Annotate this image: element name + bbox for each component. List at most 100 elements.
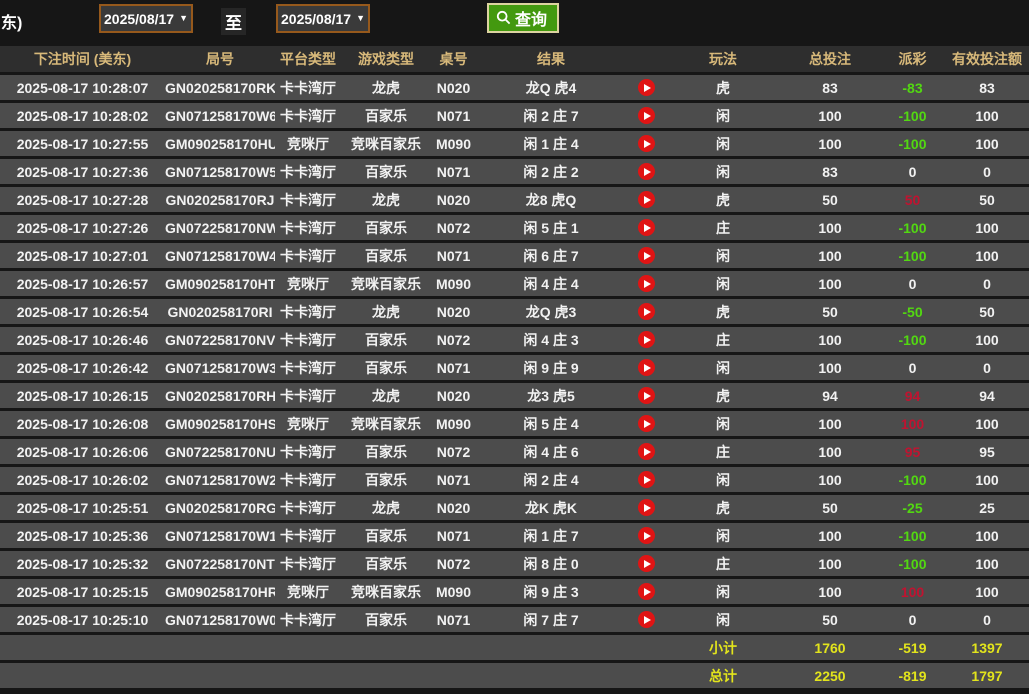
cell-game-type: 百家乐 [341,551,431,576]
replay-button[interactable] [637,611,655,629]
cell-bet-on: 闲 [666,131,780,156]
cell-game-type: 百家乐 [341,523,431,548]
cell-game-no: GN071258170W1 [165,523,275,548]
cell-replay [626,75,666,100]
column-header-game-type: 游戏类型 [341,46,431,72]
table-row: 2025-08-17 10:26:02 GN071258170W2 卡卡湾厅 百… [0,467,1029,492]
cell-bet-time: 2025-08-17 10:27:26 [0,215,165,240]
table-row: 2025-08-17 10:25:51 GN020258170RG 卡卡湾厅 龙… [0,495,1029,520]
grand-total-valid-bet: 1797 [945,663,1029,688]
cell-platform: 卡卡湾厅 [275,327,341,352]
column-header-platform: 平台类型 [275,46,341,72]
table-row: 2025-08-17 10:25:10 GN071258170W0 卡卡湾厅 百… [0,607,1029,632]
cell-payout: 0 [880,159,945,184]
cell-result: 闲 4 庄 4 [476,271,626,296]
cell-valid-bet: 95 [945,439,1029,464]
cell-valid-bet: 100 [945,467,1029,492]
cell-payout: -100 [880,103,945,128]
cell-table-no: M090 [431,579,476,604]
cell-total-bet: 100 [780,271,880,296]
cell-bet-on: 闲 [666,271,780,296]
cell-replay [626,215,666,240]
play-icon [643,335,651,344]
date-to-select[interactable]: 2025/08/17 ▼ [276,4,370,33]
cell-bet-time: 2025-08-17 10:26:02 [0,467,165,492]
cell-table-no: N071 [431,103,476,128]
cell-platform: 卡卡湾厅 [275,523,341,548]
cell-replay [626,131,666,156]
toolbar: 东) 2025/08/17 ▼ 至 2025/08/17 ▼ 查询 [0,0,1029,43]
table-row: 2025-08-17 10:26:42 GN071258170W3 卡卡湾厅 百… [0,355,1029,380]
cell-game-type: 百家乐 [341,103,431,128]
cell-payout: -100 [880,467,945,492]
cell-total-bet: 100 [780,131,880,156]
date-from-value: 2025/08/17 [104,10,175,27]
replay-button[interactable] [637,191,655,209]
replay-button[interactable] [637,555,655,573]
cell-bet-time: 2025-08-17 10:26:42 [0,355,165,380]
cell-game-no: GN071258170W0 [165,607,275,632]
replay-button[interactable] [637,331,655,349]
cell-platform: 竞咪厅 [275,131,341,156]
replay-button[interactable] [637,359,655,377]
cell-valid-bet: 0 [945,355,1029,380]
replay-button[interactable] [637,499,655,517]
play-icon [643,391,651,400]
cell-bet-on: 庄 [666,215,780,240]
grand-total-total-bet: 2250 [780,663,880,688]
replay-button[interactable] [637,415,655,433]
cell-payout: 100 [880,579,945,604]
cell-game-no: GN020258170RK [165,75,275,100]
replay-button[interactable] [637,527,655,545]
replay-button[interactable] [637,443,655,461]
replay-button[interactable] [637,163,655,181]
replay-button[interactable] [637,135,655,153]
cell-replay [626,411,666,436]
date-from-select[interactable]: 2025/08/17 ▼ [99,4,193,33]
replay-button[interactable] [637,247,655,265]
replay-button[interactable] [637,583,655,601]
cell-payout: -100 [880,243,945,268]
cell-bet-time: 2025-08-17 10:25:32 [0,551,165,576]
cell-bet-time: 2025-08-17 10:26:08 [0,411,165,436]
cell-valid-bet: 50 [945,187,1029,212]
cell-platform: 卡卡湾厅 [275,467,341,492]
cell-total-bet: 94 [780,383,880,408]
cell-game-no: GN020258170RJ [165,187,275,212]
replay-button[interactable] [637,275,655,293]
replay-button[interactable] [637,303,655,321]
play-icon [643,307,651,316]
cell-game-type: 百家乐 [341,215,431,240]
play-icon [643,587,651,596]
play-icon [643,531,651,540]
replay-button[interactable] [637,107,655,125]
cell-game-type: 龙虎 [341,495,431,520]
cell-table-no: N071 [431,355,476,380]
cell-platform: 卡卡湾厅 [275,215,341,240]
cell-game-no: GM090258170HS [165,411,275,436]
cell-payout: 0 [880,355,945,380]
replay-button[interactable] [637,219,655,237]
replay-button[interactable] [637,79,655,97]
cell-table-no: N071 [431,467,476,492]
cell-game-type: 竞咪百家乐 [341,131,431,156]
query-button[interactable]: 查询 [487,3,560,33]
cell-result: 闲 1 庄 4 [476,131,626,156]
replay-button[interactable] [637,387,655,405]
cell-platform: 卡卡湾厅 [275,103,341,128]
cell-platform: 卡卡湾厅 [275,355,341,380]
bet-records-table: 下注时间 (美东) 局号 平台类型 游戏类型 桌号 结果 玩法 总投注 派彩 有… [0,43,1029,691]
cell-table-no: M090 [431,131,476,156]
cell-table-no: N020 [431,299,476,324]
replay-button[interactable] [637,471,655,489]
cell-game-type: 百家乐 [341,159,431,184]
cell-result: 闲 4 庄 3 [476,327,626,352]
cell-bet-time: 2025-08-17 10:25:15 [0,579,165,604]
cell-game-no: GN072258170NV [165,327,275,352]
play-icon [643,223,651,232]
cell-game-no: GN020258170RG [165,495,275,520]
cell-result: 闲 9 庄 9 [476,355,626,380]
grand-total-spacer [0,663,666,688]
table-row: 2025-08-17 10:25:15 GM090258170HR 竞咪厅 竞咪… [0,579,1029,604]
cell-bet-on: 闲 [666,607,780,632]
